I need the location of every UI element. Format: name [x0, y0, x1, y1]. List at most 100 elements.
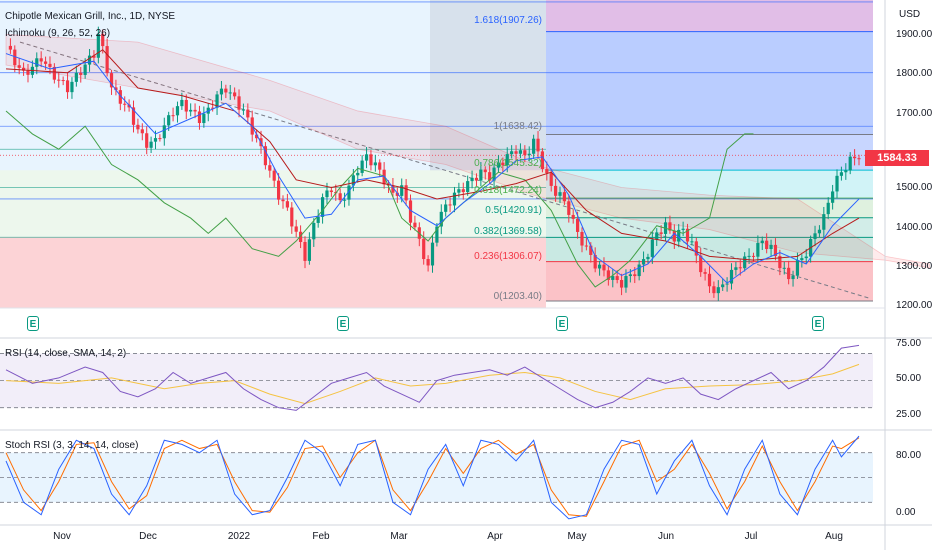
candle-body	[426, 259, 430, 266]
candle-body	[342, 199, 347, 201]
candle-body	[729, 269, 734, 284]
candle-body	[101, 33, 105, 47]
rsi-legend[interactable]: RSI (14, close, SMA, 14, 2)	[5, 348, 127, 359]
candle-body	[329, 190, 333, 193]
x-tick: Jul	[744, 531, 758, 542]
candle-body	[624, 276, 628, 288]
candle-body	[57, 79, 61, 81]
candle-body	[136, 124, 140, 130]
fib-zone	[546, 198, 873, 218]
candle-body	[360, 160, 364, 173]
x-tick: Jun	[657, 531, 675, 542]
candle-body	[430, 242, 435, 266]
earnings-icon[interactable]: E	[556, 316, 568, 331]
candle-body	[184, 99, 188, 112]
candle-body	[347, 185, 351, 200]
candle-body	[404, 185, 408, 201]
candle-body	[444, 204, 448, 212]
trend-line	[19, 41, 871, 299]
candle-body	[211, 107, 215, 109]
candle-body	[246, 109, 250, 118]
candle-body	[518, 150, 523, 154]
candle-body	[237, 96, 241, 110]
candle-body	[501, 162, 505, 166]
candle-body	[175, 106, 180, 116]
candle-body	[554, 185, 558, 196]
candle-body	[294, 226, 298, 232]
candle-body	[549, 173, 553, 186]
ichimoku-legend[interactable]: Ichimoku (9, 26, 52, 26)	[5, 28, 111, 39]
candle-body	[61, 80, 65, 82]
candle-body	[167, 115, 171, 126]
candle-body	[694, 241, 698, 256]
candle-body	[597, 264, 602, 269]
candle-body	[756, 243, 760, 257]
candle-body	[378, 162, 382, 170]
candle-body	[202, 113, 206, 124]
earnings-icon[interactable]: E	[27, 316, 39, 331]
candle-body	[492, 167, 496, 181]
candle-body	[791, 275, 795, 280]
stoch-d-line	[5, 437, 860, 517]
candle-body	[567, 201, 571, 215]
candle-body	[369, 154, 373, 166]
candle-body	[92, 55, 96, 58]
candle-body	[514, 151, 518, 154]
candle-body	[558, 192, 562, 196]
candle-body	[606, 270, 610, 280]
candle-body	[171, 115, 175, 117]
candle-body	[479, 169, 483, 181]
candle-body	[619, 280, 624, 288]
candle-body	[677, 229, 681, 242]
earnings-icon[interactable]: E	[337, 316, 349, 331]
candle-body	[224, 88, 228, 93]
rsi-tick: 50.00	[896, 373, 922, 384]
candle-body	[255, 134, 259, 139]
candle-body	[123, 103, 127, 105]
candle-body	[615, 276, 619, 281]
candle-body	[765, 240, 769, 250]
candle-body	[822, 214, 826, 230]
candle-body	[545, 169, 549, 174]
candle-body	[510, 151, 514, 155]
candle-body	[228, 92, 232, 94]
y-tick: 1800.00	[896, 68, 932, 79]
rsi-ma-line	[5, 363, 860, 405]
candle-body	[83, 64, 87, 75]
ichimoku-conversion-line	[5, 53, 860, 284]
fib-zone	[546, 217, 873, 238]
candle-body	[655, 232, 659, 240]
earnings-icon[interactable]: E	[812, 316, 824, 331]
candle-body	[272, 170, 276, 181]
candle-body	[668, 222, 672, 231]
candle-body	[738, 267, 742, 269]
candle-body	[17, 65, 21, 68]
ichimoku-lagging-span	[5, 110, 754, 288]
candle-body	[602, 264, 606, 271]
fib-label: 0.786(1545.32)	[474, 158, 542, 169]
stoch-rsi-legend[interactable]: Stoch RSI (3, 3, 14, 14, close)	[5, 440, 139, 451]
candle-body	[70, 81, 74, 93]
candle-body	[281, 199, 285, 202]
candle-body	[118, 90, 122, 104]
rsi-line	[5, 344, 860, 411]
candle-body	[835, 175, 839, 192]
candle-body	[145, 133, 149, 148]
candle-body	[844, 170, 848, 173]
bg-zone	[0, 237, 546, 308]
rsi-tick: 75.00	[896, 338, 922, 349]
candle-body	[633, 274, 637, 277]
candle-body	[505, 154, 509, 166]
candle-body	[303, 242, 307, 261]
candle-body	[734, 267, 738, 270]
candle-body	[285, 201, 290, 208]
candle-body	[787, 267, 791, 280]
candle-body	[48, 63, 52, 67]
candle-body	[316, 216, 320, 223]
currency-label: USD	[899, 9, 921, 20]
candle-body	[356, 172, 360, 176]
fib-label: 0.382(1369.58)	[474, 226, 542, 237]
candle-body	[241, 109, 246, 111]
stoch-tick: 0.00	[896, 507, 916, 518]
